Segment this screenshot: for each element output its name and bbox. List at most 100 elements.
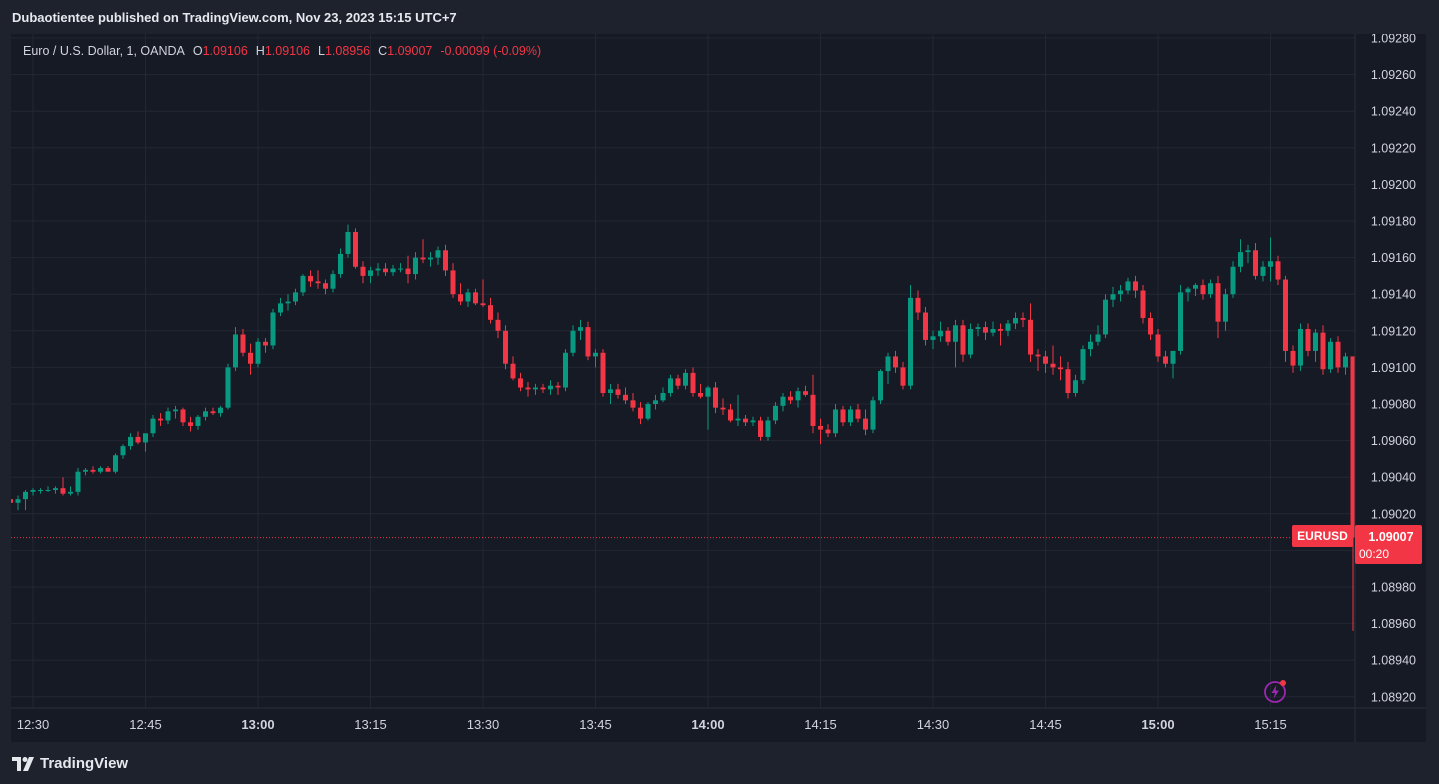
candle xyxy=(743,414,748,426)
price-tick-label: 1.09280 xyxy=(1371,34,1416,46)
candle xyxy=(705,385,711,430)
candle-body xyxy=(690,372,696,394)
candle xyxy=(255,338,261,368)
candle xyxy=(923,307,928,346)
low-label: L xyxy=(318,44,325,58)
candle-body xyxy=(23,491,28,500)
candle xyxy=(998,323,1003,346)
candle-body xyxy=(405,268,411,275)
open-value: 1.09106 xyxy=(202,44,248,58)
candle xyxy=(1103,294,1108,339)
price-tick-label: 1.09200 xyxy=(1371,178,1416,192)
price-tick-label: 1.09080 xyxy=(1371,398,1416,412)
candle xyxy=(1020,312,1026,328)
candle-body xyxy=(428,257,433,260)
candle-body xyxy=(53,488,58,491)
candle xyxy=(578,319,583,340)
candle xyxy=(98,466,103,474)
candle-body xyxy=(443,250,448,271)
candle-body xyxy=(180,409,186,423)
candle xyxy=(405,255,411,284)
candle xyxy=(330,270,336,293)
candle-body xyxy=(1298,328,1303,366)
candle-body xyxy=(488,305,493,320)
candle-body xyxy=(1140,290,1146,318)
candle xyxy=(1253,242,1258,280)
candle-body xyxy=(593,352,598,357)
candle xyxy=(218,405,223,417)
symbol-tag-bg xyxy=(1292,525,1353,547)
candle xyxy=(300,274,306,297)
candle-body xyxy=(1148,317,1153,335)
chart-area[interactable]: 1.09280 1.09260 1.09240 1.09220 1.09200 1.091… xyxy=(11,34,1426,742)
candle xyxy=(765,416,771,441)
candle xyxy=(360,261,366,284)
candle-body xyxy=(533,387,538,390)
candle-body xyxy=(45,490,51,492)
candle-body xyxy=(1073,380,1078,394)
candle xyxy=(720,398,726,415)
candle xyxy=(128,433,133,450)
candle xyxy=(1335,336,1341,373)
candle-body xyxy=(143,433,148,443)
candle-body xyxy=(1230,266,1236,295)
time-tick-label: 13:45 xyxy=(579,717,612,732)
candle xyxy=(1013,312,1018,329)
candle xyxy=(1208,279,1213,298)
candle xyxy=(698,383,703,399)
candle-body xyxy=(75,471,81,492)
candle-body xyxy=(953,325,958,342)
candle-body xyxy=(1043,356,1048,364)
candle xyxy=(390,264,396,276)
candle xyxy=(248,343,253,375)
candle-body xyxy=(128,436,133,447)
candle xyxy=(780,393,786,412)
candle xyxy=(53,486,58,494)
footer-bar: TradingView xyxy=(0,742,1439,784)
candle xyxy=(675,374,681,390)
price-tick-label: 1.09240 xyxy=(1371,105,1416,119)
candle-body xyxy=(510,363,516,379)
tradingview-logo[interactable]: TradingView xyxy=(12,755,128,772)
candle-body xyxy=(1223,294,1228,322)
candle-body xyxy=(15,499,21,503)
candle-body xyxy=(210,411,216,414)
candle xyxy=(473,288,478,306)
candle xyxy=(1073,374,1078,397)
candle xyxy=(315,270,321,289)
candle xyxy=(1200,279,1206,300)
candle xyxy=(555,382,561,395)
candle xyxy=(1298,323,1303,372)
price-tick-label: 1.09160 xyxy=(1371,251,1416,265)
candle xyxy=(750,416,756,426)
candle-body xyxy=(945,330,951,342)
candle-body xyxy=(105,468,111,472)
candle xyxy=(458,283,463,306)
ohlc-legend: Euro / U.S. Dollar, 1, OANDA O1.09106 H1.0… xyxy=(23,44,541,58)
open-label: O xyxy=(192,44,203,58)
candle-body xyxy=(413,257,418,275)
candle xyxy=(870,396,876,434)
candle-body xyxy=(420,257,426,260)
candle-body xyxy=(285,301,291,304)
price-tick-label: 1.09260 xyxy=(1371,68,1416,82)
candle xyxy=(1148,312,1153,340)
lightning-alert-icon[interactable] xyxy=(1264,679,1288,703)
candle-body xyxy=(1343,356,1348,368)
candle-body xyxy=(1080,349,1086,381)
candlestick-chart[interactable]: 1.09280 1.09260 1.09240 1.09220 1.09200 1.091… xyxy=(11,34,1426,742)
candle xyxy=(840,405,846,426)
candle-body xyxy=(930,336,936,340)
candle-body xyxy=(1313,332,1318,351)
candle-body xyxy=(585,327,591,357)
candle xyxy=(570,325,576,357)
candle-body xyxy=(38,490,43,492)
candle-body xyxy=(915,297,921,313)
candle-body xyxy=(465,292,471,302)
symbol-description: Euro / U.S. Dollar, 1, OANDA xyxy=(23,44,185,58)
candle-body xyxy=(615,389,621,395)
candle xyxy=(1050,345,1056,375)
candle-body xyxy=(1305,328,1311,351)
price-tick-label: 1.09180 xyxy=(1371,215,1416,229)
candle-body xyxy=(68,491,73,494)
